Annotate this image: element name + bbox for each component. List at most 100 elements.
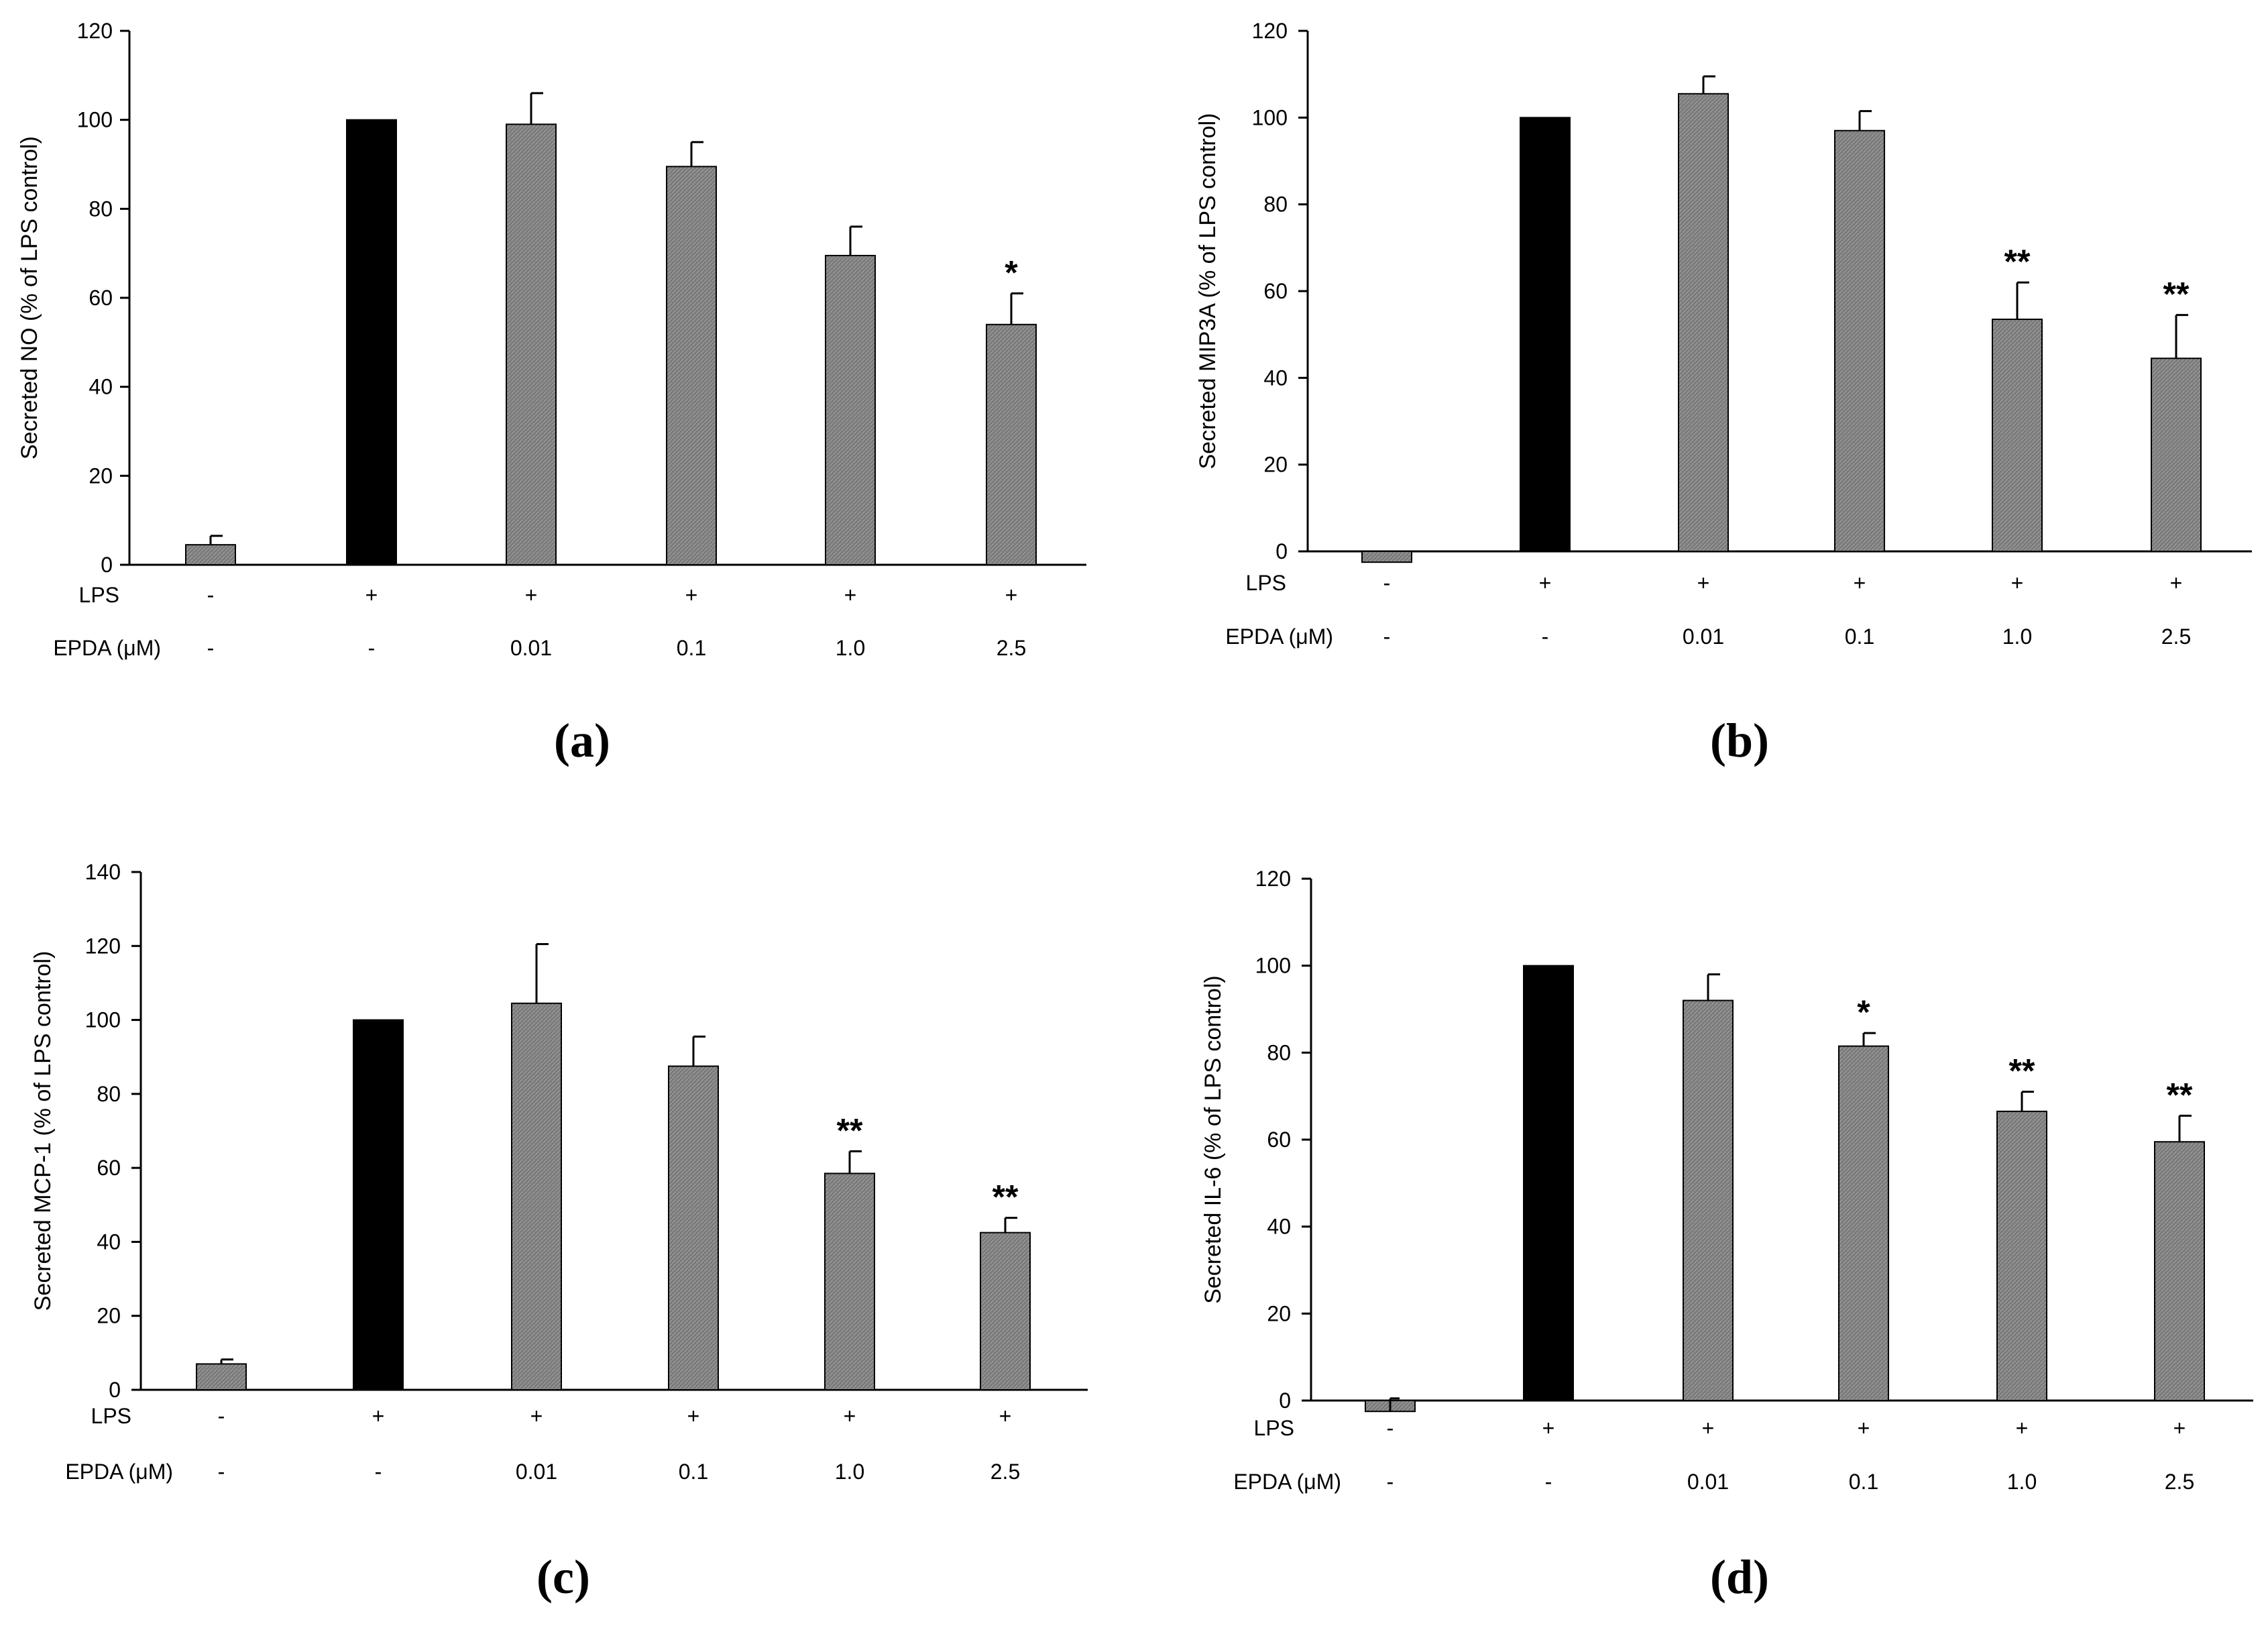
lps-row-value: + bbox=[2173, 1416, 2186, 1440]
lps-row-value: - bbox=[1387, 1416, 1394, 1440]
bar bbox=[346, 119, 397, 565]
lps-row-value: + bbox=[372, 1404, 385, 1428]
epda-row-value: 1.0 bbox=[836, 636, 865, 660]
bar bbox=[196, 1363, 247, 1391]
bar bbox=[986, 323, 1037, 565]
panel-label: (b) bbox=[1710, 714, 1769, 767]
y-tick-label: 20 bbox=[89, 463, 113, 488]
y-tick-label: 100 bbox=[77, 108, 113, 132]
y-tick-label: 60 bbox=[89, 286, 113, 310]
y-tick-label: 120 bbox=[77, 19, 113, 43]
lps-row-value: + bbox=[844, 583, 857, 607]
y-tick-label: 40 bbox=[1267, 1215, 1291, 1239]
y-tick-label: 120 bbox=[1252, 19, 1288, 43]
epda-row-value: 2.5 bbox=[2165, 1470, 2194, 1494]
y-tick-label: 40 bbox=[1263, 366, 1288, 390]
epda-row-value: - bbox=[375, 1460, 382, 1484]
y-tick-label: 80 bbox=[97, 1082, 121, 1106]
row-label-lps: LPS bbox=[79, 583, 119, 607]
bar bbox=[353, 1019, 404, 1390]
bar bbox=[511, 1002, 562, 1391]
bar bbox=[824, 1172, 875, 1391]
y-tick-label: 40 bbox=[89, 375, 113, 399]
lps-row-value: + bbox=[2170, 571, 2183, 595]
bar bbox=[1361, 551, 1412, 563]
significance-mark: ** bbox=[2163, 276, 2190, 313]
chart-panel-c: 0 20 40 60 80 100 120 140 Secreted MCP-1 (% of L… bbox=[30, 860, 1088, 1604]
lps-row-value: + bbox=[1858, 1416, 1870, 1440]
epda-row-value: 1.0 bbox=[835, 1460, 864, 1484]
lps-row-value: + bbox=[1542, 1416, 1555, 1440]
panel-label: (c) bbox=[536, 1550, 590, 1604]
bar bbox=[1838, 1045, 1889, 1401]
chart-panel-b: 0 20 40 60 80 100 120 Secreted MIP3A (% of LPS … bbox=[1195, 19, 2252, 767]
lps-row-value: + bbox=[525, 583, 538, 607]
epda-row-value: - bbox=[1383, 624, 1391, 649]
chart-panel-a: 0 20 40 60 80 100 120 Secreted NO (% of LPS con… bbox=[17, 19, 1086, 767]
bar bbox=[1520, 117, 1571, 553]
y-tick-label: 140 bbox=[85, 860, 121, 884]
row-label-epda: EPDA (μM) bbox=[53, 636, 161, 660]
lps-row-value: - bbox=[218, 1404, 225, 1428]
lps-row-value: + bbox=[1702, 1416, 1715, 1440]
y-tick-label: 20 bbox=[97, 1304, 121, 1328]
lps-row-value: + bbox=[1005, 583, 1018, 607]
bar bbox=[2154, 1141, 2205, 1402]
row-label-lps: LPS bbox=[91, 1404, 131, 1428]
y-tick-label: 100 bbox=[1255, 954, 1291, 978]
lps-row-value: + bbox=[365, 583, 378, 607]
significance-mark: ** bbox=[993, 1179, 1019, 1216]
row-label-epda: EPDA (μM) bbox=[65, 1460, 173, 1484]
epda-row-value: 2.5 bbox=[997, 636, 1026, 660]
y-tick-label: 100 bbox=[1252, 105, 1288, 129]
lps-row-value: + bbox=[1539, 571, 1552, 595]
y-tick-label: 60 bbox=[1263, 279, 1288, 303]
y-tick-label: 0 bbox=[109, 1378, 121, 1402]
bar bbox=[1992, 319, 2043, 552]
epda-row-value: 0.1 bbox=[1845, 624, 1874, 649]
bar bbox=[1996, 1110, 2047, 1401]
row-label-lps: LPS bbox=[1254, 1416, 1294, 1440]
y-axis-title: Secreted NO (% of LPS control) bbox=[17, 136, 42, 459]
epda-row-value: 0.01 bbox=[516, 1460, 557, 1484]
bar bbox=[1683, 999, 1734, 1401]
epda-row-value: 0.1 bbox=[1849, 1470, 1878, 1494]
epda-row-value: 1.0 bbox=[2007, 1470, 2037, 1494]
y-tick-label: 60 bbox=[1267, 1128, 1291, 1152]
epda-row-value: 0.01 bbox=[1687, 1470, 1729, 1494]
bar bbox=[1523, 965, 1574, 1401]
lps-row-value: + bbox=[687, 1404, 700, 1428]
y-tick-label: 100 bbox=[85, 1008, 121, 1032]
epda-row-value: - bbox=[1542, 624, 1549, 649]
lps-row-value: + bbox=[1854, 571, 1866, 595]
epda-row-value: - bbox=[1545, 1470, 1552, 1494]
epda-row-value: 0.01 bbox=[510, 636, 552, 660]
epda-row-value: 0.01 bbox=[1683, 624, 1724, 649]
epda-row-value: 2.5 bbox=[2161, 624, 2191, 649]
significance-mark: ** bbox=[2167, 1076, 2193, 1113]
y-tick-label: 120 bbox=[85, 934, 121, 958]
epda-row-value: 2.5 bbox=[990, 1460, 1020, 1484]
lps-row-value: - bbox=[1383, 571, 1391, 595]
y-tick-label: 80 bbox=[1267, 1040, 1291, 1064]
y-tick-label: 80 bbox=[1263, 193, 1288, 217]
bar bbox=[185, 544, 236, 566]
epda-row-value: - bbox=[1387, 1470, 1394, 1494]
epda-row-value: - bbox=[368, 636, 376, 660]
lps-row-value: + bbox=[844, 1404, 856, 1428]
panel-label: (a) bbox=[554, 714, 610, 767]
significance-mark: ** bbox=[837, 1111, 863, 1149]
y-tick-label: 0 bbox=[1275, 539, 1288, 563]
lps-row-value: + bbox=[685, 583, 698, 607]
y-tick-label: 0 bbox=[1279, 1388, 1291, 1413]
bar bbox=[1678, 93, 1729, 552]
y-tick-label: 0 bbox=[101, 553, 113, 577]
y-axis-title: Secreted MIP3A (% of LPS control) bbox=[1195, 113, 1221, 469]
y-tick-label: 20 bbox=[1267, 1301, 1291, 1325]
epda-row-value: 1.0 bbox=[2002, 624, 2032, 649]
row-label-lps: LPS bbox=[1246, 571, 1286, 595]
bar bbox=[506, 123, 557, 566]
lps-row-value: + bbox=[2011, 571, 2024, 595]
